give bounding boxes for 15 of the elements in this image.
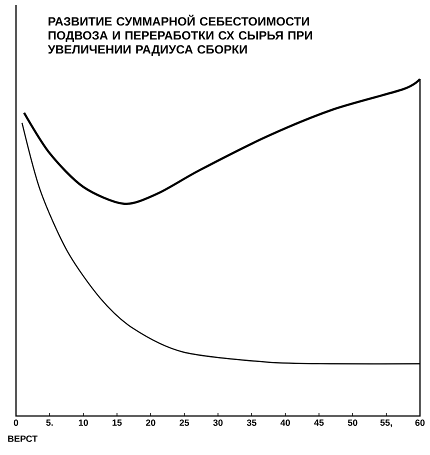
x-tick-label: 35 (246, 420, 256, 426)
x-tick-label: 30 (213, 420, 223, 426)
x-tick-label: 20 (146, 420, 156, 426)
x-tick-label: 50 (348, 420, 358, 426)
x-axis-title: ВЕРСТ (8, 436, 38, 442)
x-tick-label: 55, (380, 420, 392, 428)
chart-title: РАЗВИТИЕ СУММАРНОЙ СЕБЕСТОИМОСТИ ПОДВОЗА И ПЕРЕРАБОТКИ СХ СЫРЬЯ ПРИ УВЕЛИЧЕНИИ РАДИУСА СБОРКИ (48, 14, 312, 56)
x-tick-label: 60 (415, 420, 425, 426)
x-tick-label: 10 (78, 420, 88, 426)
x-tick-label: 25 (180, 420, 190, 426)
x-tick-label: 0 (14, 420, 18, 426)
x-tick-label: 5. (46, 420, 53, 426)
x-tick-label: 15 (112, 420, 122, 426)
x-tick-label: 40 (280, 420, 290, 426)
x-tick-label: 45 (314, 420, 324, 426)
